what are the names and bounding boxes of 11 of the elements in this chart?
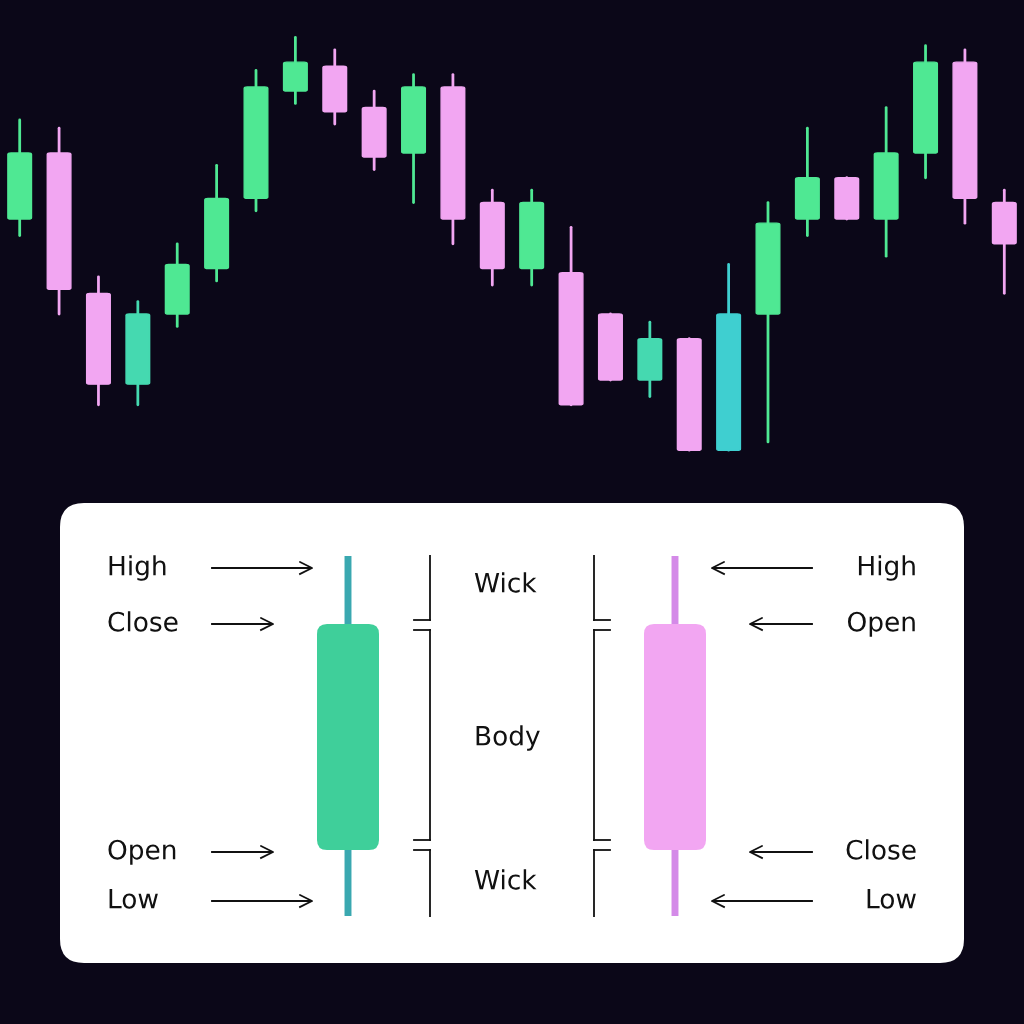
text: High	[109, 555, 166, 581]
text: Wick	[474, 572, 537, 593]
text: Close	[846, 839, 916, 860]
text: Body	[476, 725, 540, 751]
text: Wick	[474, 869, 537, 890]
text: Open	[847, 611, 915, 637]
text: Open	[108, 839, 176, 865]
text: Low	[109, 889, 158, 909]
text: High	[858, 555, 915, 581]
text: Close	[108, 611, 178, 632]
text: Low	[867, 889, 916, 909]
